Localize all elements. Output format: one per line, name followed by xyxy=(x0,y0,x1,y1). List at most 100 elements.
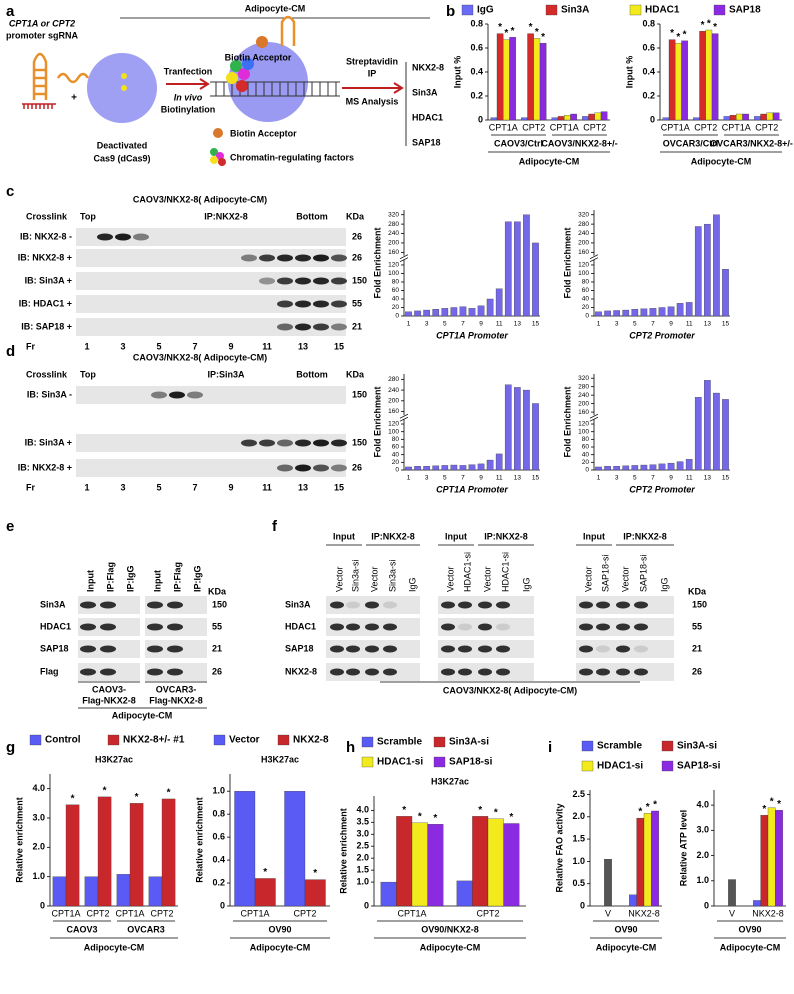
label: g xyxy=(6,739,15,756)
blot-band xyxy=(147,668,163,676)
label: 21 xyxy=(212,643,222,653)
label: OV90 xyxy=(268,924,291,934)
bar xyxy=(722,399,729,471)
label: 3 xyxy=(120,482,125,492)
bar xyxy=(468,464,476,471)
label: KDa xyxy=(688,586,707,596)
label: * xyxy=(646,802,650,813)
blot-band xyxy=(331,439,347,447)
bar xyxy=(432,465,440,471)
label: Input xyxy=(583,531,605,541)
label: IB: Sin3A + xyxy=(25,275,72,285)
label: IP:Flag xyxy=(172,562,182,592)
label: HDAC1-si xyxy=(377,757,423,768)
label: 3 xyxy=(425,321,429,328)
bar xyxy=(729,115,737,121)
blot-band xyxy=(167,668,183,676)
blot-band xyxy=(330,668,344,676)
axis-break-mark xyxy=(399,257,409,263)
label: 2.0 xyxy=(572,811,585,821)
label: OVCAR3- xyxy=(156,684,197,694)
label: Control xyxy=(45,735,81,746)
sgrna xyxy=(32,52,90,100)
blot-band xyxy=(331,300,347,308)
label: IgG xyxy=(477,5,494,16)
label: 3 xyxy=(120,341,125,351)
bar xyxy=(504,384,512,471)
label: 160 xyxy=(578,409,589,416)
bar xyxy=(65,804,80,907)
label: CAOV3/Ctrl xyxy=(494,138,543,148)
blot-band xyxy=(259,277,275,285)
label: f xyxy=(272,518,278,535)
label: Fold Enrichment xyxy=(372,386,382,457)
bar xyxy=(667,306,675,317)
bar xyxy=(629,894,637,907)
label: 150 xyxy=(352,275,367,285)
label: * xyxy=(529,22,533,33)
blot-band xyxy=(295,277,311,285)
label: 120 xyxy=(578,421,589,428)
legend-swatch xyxy=(213,734,226,746)
blot xyxy=(76,249,346,267)
label: SAP18 xyxy=(285,643,314,653)
blot-band xyxy=(441,645,455,653)
label: H3K27ac xyxy=(261,754,299,764)
label: NKX2-8 xyxy=(293,735,329,746)
label: d xyxy=(6,343,15,360)
label: 40 xyxy=(582,296,590,303)
bar xyxy=(667,462,675,471)
blot-band xyxy=(496,645,510,653)
label: Flag-NKX2-8 xyxy=(149,695,203,705)
label: 100 xyxy=(578,270,589,277)
label: + xyxy=(71,93,77,104)
label: * xyxy=(498,22,502,33)
label: 2.0 xyxy=(32,842,45,852)
label: NKX2-8 xyxy=(752,908,784,918)
label: i xyxy=(548,739,552,756)
label: 150 xyxy=(352,437,367,447)
blot-band xyxy=(313,464,329,472)
bar xyxy=(459,306,467,317)
label: 80 xyxy=(582,279,590,286)
bar xyxy=(486,459,494,471)
legend-swatch xyxy=(661,760,674,772)
label: OV90 xyxy=(614,924,637,934)
label: Fold Enrichment xyxy=(562,386,572,457)
label: CPT1A xyxy=(240,908,269,918)
blot-band xyxy=(100,623,116,631)
label: 0 xyxy=(704,900,709,910)
label: 60 xyxy=(582,287,590,294)
label: CPT1A xyxy=(661,122,690,132)
bar xyxy=(496,33,504,121)
label: 2.0 xyxy=(356,853,369,863)
label: IP:IgG xyxy=(125,566,135,593)
label: Biotin Acceptor xyxy=(225,52,292,62)
label: 26 xyxy=(352,252,362,262)
label: HDAC1 xyxy=(285,621,316,631)
bar xyxy=(651,810,659,907)
label: CPT2 xyxy=(522,122,545,132)
label: 120 xyxy=(388,262,399,269)
label: 3.0 xyxy=(32,812,45,822)
bar xyxy=(514,221,521,317)
bar xyxy=(753,900,761,907)
label: 20 xyxy=(582,459,590,466)
label: IB: Sin3A + xyxy=(25,437,72,447)
label: * xyxy=(418,811,422,822)
bar xyxy=(760,815,769,907)
label: CPT1A xyxy=(489,122,518,132)
bar xyxy=(728,879,736,907)
blot-band xyxy=(97,233,113,241)
label: 150 xyxy=(352,389,367,399)
label: 100 xyxy=(388,270,399,277)
bar xyxy=(767,807,776,907)
label: * xyxy=(504,28,508,39)
axis-break xyxy=(400,255,408,260)
bar xyxy=(699,31,706,121)
bar xyxy=(527,33,534,121)
blot-band xyxy=(383,668,397,676)
blot-band xyxy=(458,601,472,609)
blot-band xyxy=(151,391,167,399)
label: Vector xyxy=(229,735,260,746)
